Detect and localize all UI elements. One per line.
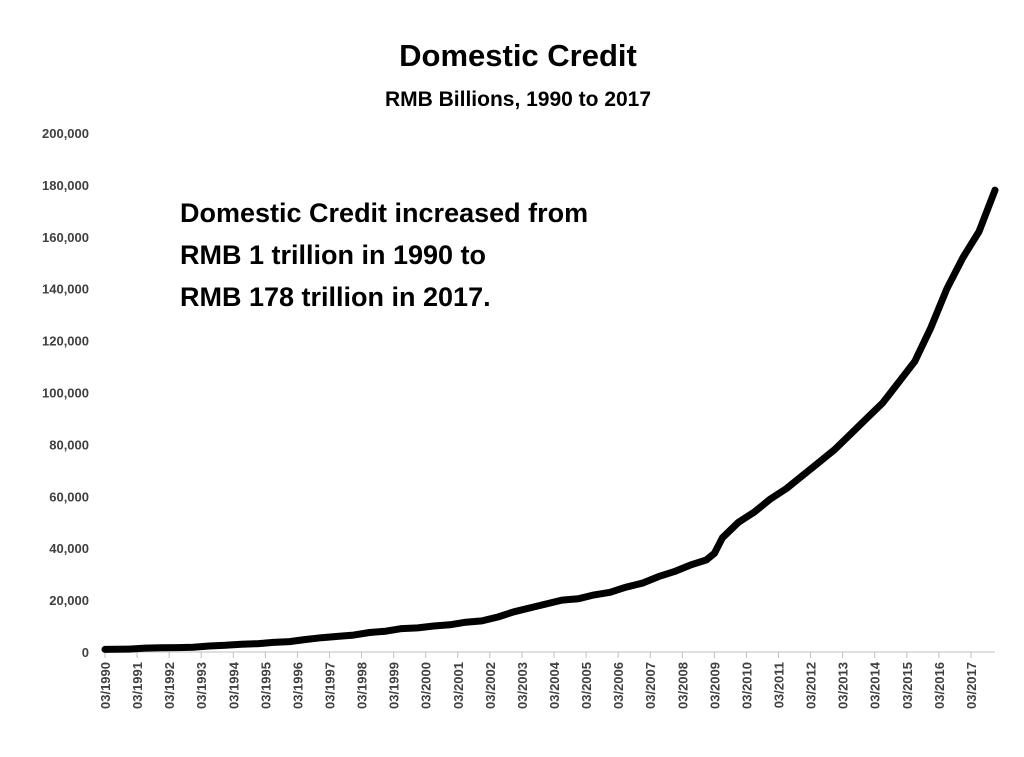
x-tick-label: 03/1995 — [258, 662, 273, 709]
x-tick-label: 03/1990 — [98, 662, 113, 709]
y-tick-label: 60,000 — [49, 489, 89, 504]
x-tick-label: 03/2017 — [964, 662, 979, 709]
y-tick-label: 40,000 — [49, 541, 89, 556]
x-tick-label: 03/2002 — [483, 662, 498, 709]
x-tick-label: 03/2001 — [451, 662, 466, 709]
series-line — [101, 186, 999, 653]
y-tick-label: 100,000 — [42, 386, 89, 401]
x-tick-label: 03/1999 — [387, 662, 402, 709]
y-tick-label: 180,000 — [42, 178, 89, 193]
x-tick-label: 03/2008 — [675, 662, 690, 709]
annotation-line-2: RMB 1 trillion in 1990 to — [180, 240, 486, 270]
x-tick-label: 03/1996 — [290, 662, 305, 709]
x-tick-label: 03/2013 — [836, 662, 851, 709]
x-tick-label: 03/2012 — [804, 662, 819, 709]
y-tick-label: 0 — [82, 645, 89, 660]
x-tick-label: 03/2004 — [547, 661, 562, 709]
x-tick-label: 03/1991 — [130, 662, 145, 709]
y-axis: 0 20,000 40,000 60,000 80,000 100,000 120,000 1… — [42, 126, 89, 660]
x-tick-label: 03/2003 — [515, 662, 530, 709]
x-tick-label: 03/1992 — [162, 662, 177, 709]
annotation-line-3: RMB 178 trillion in 2017. — [180, 282, 491, 312]
x-tick-label: 03/1997 — [323, 662, 338, 709]
x-tick-label: 03/1993 — [194, 662, 209, 709]
x-tick-label: 03/2014 — [868, 661, 883, 709]
chart-annotation: Domestic Credit increased from RMB 1 tri… — [180, 198, 588, 312]
y-tick-label: 120,000 — [42, 334, 89, 349]
x-tick-label: 03/2010 — [739, 662, 754, 709]
y-tick-label: 140,000 — [42, 282, 89, 297]
y-tick-label: 160,000 — [42, 230, 89, 245]
x-tick-label: 03/2005 — [579, 662, 594, 709]
x-tick-label: 03/2011 — [772, 662, 787, 708]
y-tick-label: 80,000 — [49, 437, 89, 452]
x-tick-label: 03/1994 — [226, 661, 241, 709]
x-tick-label: 03/2000 — [419, 662, 434, 709]
x-tick-label: 03/2006 — [611, 662, 626, 709]
x-tick-label: 03/2015 — [900, 662, 915, 709]
x-tick-label: 03/2007 — [643, 662, 658, 709]
chart-subtitle: RMB Billions, 1990 to 2017 — [385, 88, 651, 111]
x-axis: 03/1990 03/1991 03/1992 03/1993 03/1994 03/19… — [98, 651, 995, 709]
y-tick-label: 20,000 — [49, 593, 89, 608]
x-tick-label: 03/2016 — [932, 662, 947, 709]
x-tick-label: 03/2009 — [707, 662, 722, 709]
annotation-line-1: Domestic Credit increased from — [180, 198, 588, 228]
y-tick-label: 200,000 — [42, 126, 89, 141]
x-tick-label: 03/1998 — [355, 662, 370, 709]
plot-area — [101, 186, 999, 653]
chart-title: Domestic Credit — [399, 38, 637, 73]
